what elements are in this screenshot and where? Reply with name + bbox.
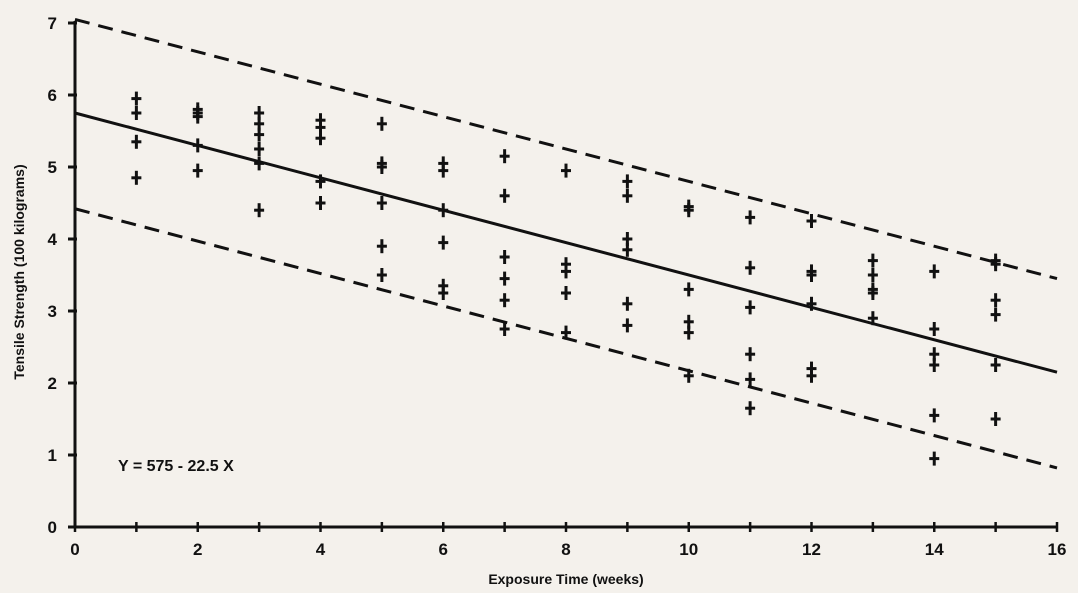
y-tick-label: 6 bbox=[48, 86, 57, 105]
y-tick-label: 1 bbox=[48, 446, 57, 465]
data-point bbox=[745, 401, 756, 416]
data-point bbox=[806, 214, 817, 228]
data-point bbox=[131, 106, 142, 120]
data-point bbox=[929, 358, 940, 372]
data-point bbox=[376, 239, 387, 254]
y-tick-label: 2 bbox=[48, 374, 57, 393]
data-point bbox=[315, 196, 326, 210]
data-point bbox=[806, 368, 817, 383]
regression-equation: Y = 575 - 22.5 X bbox=[118, 458, 234, 475]
data-point bbox=[806, 268, 817, 282]
y-tick-label: 7 bbox=[48, 14, 57, 33]
prediction-band-line bbox=[74, 17, 1058, 281]
data-point bbox=[315, 131, 326, 146]
data-point bbox=[376, 160, 387, 174]
data-point bbox=[192, 163, 203, 178]
x-tick-label: 10 bbox=[679, 540, 698, 559]
data-point bbox=[499, 250, 510, 264]
data-point bbox=[683, 282, 694, 297]
data-point bbox=[745, 300, 756, 315]
x-tick-label: 4 bbox=[316, 540, 326, 559]
data-point bbox=[499, 149, 510, 164]
data-point bbox=[254, 142, 265, 156]
x-axis-title: Exposure Time (weeks) bbox=[488, 571, 643, 587]
data-point bbox=[622, 242, 633, 257]
data-point bbox=[192, 138, 203, 153]
data-point bbox=[438, 163, 449, 178]
data-point bbox=[499, 271, 510, 286]
data-point bbox=[376, 268, 387, 282]
data-point bbox=[499, 293, 510, 308]
y-tick-label: 5 bbox=[48, 158, 57, 177]
data-point bbox=[990, 412, 1001, 426]
x-tick-label: 6 bbox=[439, 540, 448, 559]
data-point bbox=[683, 203, 694, 218]
x-tick-label: 2 bbox=[193, 540, 202, 559]
data-point bbox=[990, 358, 1001, 372]
data-point bbox=[745, 260, 756, 275]
y-tick-label: 0 bbox=[48, 518, 57, 537]
data-point bbox=[561, 264, 571, 279]
x-tick-label: 14 bbox=[925, 540, 944, 559]
y-tick-label: 4 bbox=[48, 230, 58, 249]
data-point bbox=[376, 196, 387, 210]
data-point bbox=[745, 210, 756, 225]
data-point bbox=[622, 318, 633, 333]
data-point bbox=[561, 286, 571, 300]
data-point bbox=[683, 325, 694, 340]
data-point bbox=[929, 451, 940, 466]
data-point bbox=[929, 408, 940, 423]
data-point bbox=[745, 372, 756, 387]
data-point bbox=[622, 296, 633, 311]
data-points bbox=[131, 91, 1001, 466]
data-point bbox=[929, 322, 940, 336]
data-point bbox=[683, 368, 694, 383]
data-point bbox=[254, 203, 265, 218]
data-point bbox=[990, 307, 1001, 322]
data-point bbox=[131, 170, 142, 185]
data-point bbox=[745, 347, 756, 362]
y-axis-title: Tensile Strength (100 kilograms) bbox=[11, 164, 27, 379]
y-tick-label: 3 bbox=[48, 302, 57, 321]
x-tick-label: 16 bbox=[1048, 540, 1067, 559]
data-point bbox=[131, 134, 142, 149]
data-point bbox=[131, 91, 142, 106]
data-point bbox=[438, 286, 449, 300]
x-tick-label: 8 bbox=[561, 540, 570, 559]
regression-line bbox=[74, 111, 1058, 374]
data-point bbox=[499, 322, 510, 336]
data-point bbox=[622, 174, 633, 189]
x-tick-label: 12 bbox=[802, 540, 821, 559]
data-point bbox=[499, 188, 510, 203]
data-point bbox=[867, 253, 878, 268]
data-point bbox=[990, 257, 1001, 272]
data-point bbox=[867, 286, 878, 300]
regression-line-group bbox=[74, 111, 1058, 374]
data-point bbox=[867, 311, 878, 326]
data-point bbox=[254, 156, 265, 171]
data-point bbox=[867, 268, 878, 282]
data-point bbox=[192, 109, 203, 124]
data-point bbox=[438, 203, 449, 218]
data-point bbox=[561, 325, 571, 340]
x-tick-label: 0 bbox=[70, 540, 79, 559]
data-point bbox=[254, 127, 265, 142]
data-point bbox=[990, 293, 1001, 308]
data-point bbox=[315, 174, 326, 189]
data-point bbox=[376, 116, 387, 131]
data-point bbox=[929, 264, 940, 279]
data-point bbox=[622, 188, 633, 203]
data-point bbox=[438, 235, 449, 250]
data-point bbox=[806, 296, 817, 311]
data-point bbox=[561, 163, 571, 178]
